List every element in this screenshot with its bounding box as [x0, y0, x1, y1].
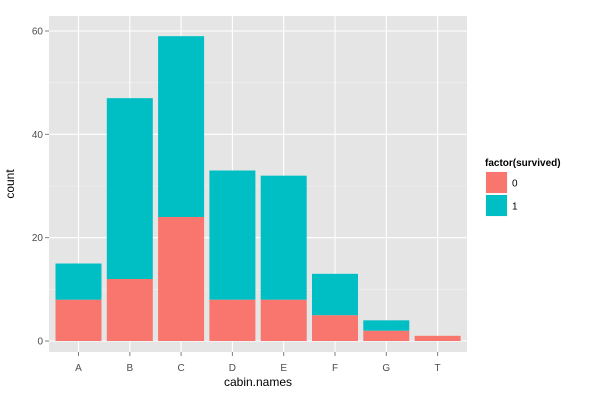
- x-tick-label: A: [75, 363, 82, 374]
- x-tick-label: B: [126, 363, 133, 374]
- legend-title: factor(survived): [485, 158, 561, 169]
- x-tick-label: D: [229, 363, 236, 374]
- y-tick-label: 0: [37, 337, 43, 348]
- x-axis-title: cabin.names: [224, 375, 292, 389]
- bar-T-survived-0: [414, 335, 461, 341]
- y-axis-ticks: 0 20 40 60: [32, 27, 49, 348]
- bar-C-survived-1: [158, 36, 205, 217]
- bar-A-survived-0: [55, 299, 102, 341]
- x-tick-label: G: [382, 363, 390, 374]
- y-tick-label: 60: [32, 27, 44, 38]
- bar-A-survived-1: [55, 263, 102, 300]
- bar-C-survived-0: [158, 217, 205, 341]
- x-tick-label: C: [177, 363, 184, 374]
- bar-E-survived-1: [260, 175, 307, 300]
- bar-F-survived-0: [312, 315, 358, 341]
- y-tick-label: 40: [32, 130, 44, 141]
- x-tick-label: E: [280, 363, 287, 374]
- x-tick-label: F: [332, 363, 338, 374]
- legend-label-0: 0: [512, 179, 518, 190]
- legend-label-1: 1: [512, 202, 518, 213]
- bar-G-survived-0: [363, 330, 410, 341]
- legend: factor(survived) 0 1: [484, 158, 561, 218]
- legend-swatch-1: [486, 195, 507, 216]
- bar-D-survived-1: [209, 170, 256, 300]
- bar-B-survived-1: [106, 98, 153, 280]
- bar-G-survived-1: [363, 320, 410, 331]
- bar-F-survived-1: [312, 273, 358, 316]
- bar-E-survived-0: [260, 299, 307, 341]
- y-axis-title: count: [3, 169, 17, 199]
- x-tick-label: T: [435, 363, 441, 374]
- bars-group: [55, 36, 461, 341]
- bar-B-survived-0: [106, 279, 153, 341]
- y-tick-label: 20: [32, 233, 44, 244]
- bar-D-survived-0: [209, 299, 256, 341]
- legend-swatch-0: [486, 172, 507, 193]
